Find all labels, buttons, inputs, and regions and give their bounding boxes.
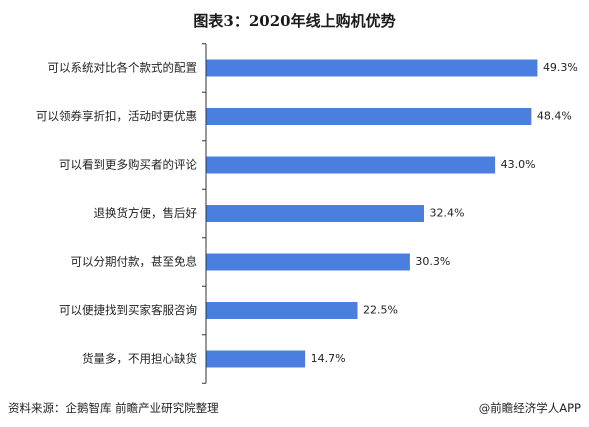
category-label: 可以系统对比各个款式的配置 (48, 61, 198, 75)
bar-chart: 可以系统对比各个款式的配置 49.3% 可以领券享折扣，活动时更优惠 48.4% 可以看… (36, 43, 578, 384)
bar (206, 108, 532, 125)
category-label: 可以分期付款，甚至免息 (71, 255, 198, 269)
brand-credit: @前瞻经济学人APP (478, 401, 581, 415)
bar (206, 253, 410, 271)
value-label: 32.4% (429, 207, 464, 220)
value-label: 22.5% (363, 304, 398, 317)
bar (206, 59, 538, 77)
category-label: 可以领券享折扣，活动时更优惠 (36, 109, 197, 123)
category-label: 退换货方便，售后好 (94, 206, 198, 220)
bar (206, 350, 306, 368)
value-label: 30.3% (415, 255, 450, 268)
category-label: 可以看到更多购买者的评论 (59, 158, 197, 172)
bar (206, 156, 496, 174)
source-note: 资料来源：企鹅智库 前瞻产业研究院整理 (8, 401, 219, 415)
value-label: 14.7% (311, 352, 346, 365)
bar (206, 205, 424, 222)
chart-title: 图表3：2020年线上购机优势 (193, 12, 396, 30)
category-label: 可以便捷找到买家客服咨询 (59, 303, 197, 317)
category-label: 货量多，不用担心缺货 (82, 352, 197, 366)
value-label: 43.0% (501, 158, 536, 171)
bar (206, 302, 358, 319)
value-label: 49.3% (543, 61, 578, 74)
value-label: 48.4% (537, 110, 572, 123)
